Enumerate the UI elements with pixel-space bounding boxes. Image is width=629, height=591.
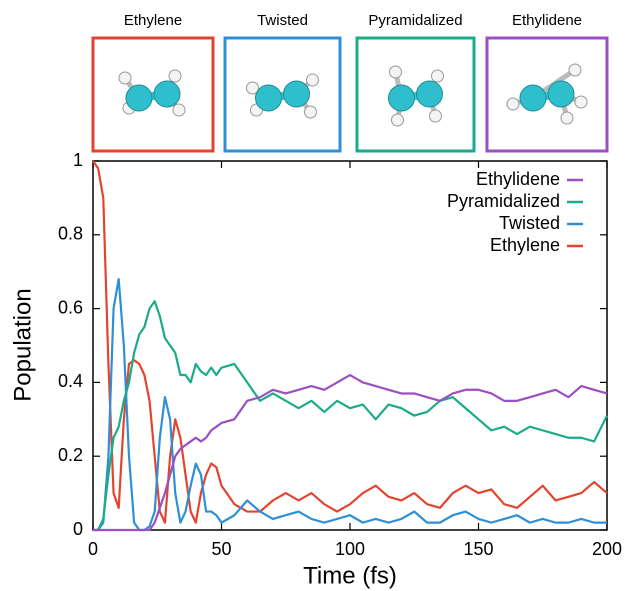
molecule: [506, 63, 588, 125]
legend-label: Pyramidalized: [447, 191, 560, 211]
y-tick-label: 0.8: [58, 224, 83, 244]
x-tick-label: 50: [211, 539, 231, 559]
data-line: [93, 277, 607, 532]
x-tick-label: 200: [592, 539, 622, 559]
y-tick-label: 0.6: [58, 297, 83, 317]
carbon: [388, 84, 415, 112]
molecule: [118, 69, 186, 117]
panel-box: [223, 36, 342, 153]
carbon: [153, 80, 181, 108]
hydrogen: [431, 69, 444, 83]
panel-label: Pyramidalized: [368, 12, 462, 29]
y-tick-label: 1: [73, 150, 83, 170]
panel-box: [91, 36, 215, 153]
panel-box: [355, 36, 476, 153]
data-line: [93, 300, 608, 532]
hydrogen: [391, 113, 404, 127]
molecule: [246, 73, 319, 119]
carbon: [125, 84, 153, 112]
panel-label: Twisted: [257, 12, 308, 29]
carbon: [519, 84, 547, 112]
hydrogen: [172, 103, 186, 117]
hydrogen: [306, 73, 319, 87]
carbon: [416, 80, 443, 108]
hydrogen: [304, 105, 317, 119]
carbon: [547, 80, 575, 108]
y-tick-label: 0.2: [58, 445, 83, 465]
panel-label: Ethylene: [124, 12, 182, 29]
y-tick-label: 0.4: [58, 371, 83, 391]
legend-label: Ethylidene: [476, 169, 560, 189]
y-tick-label: 0: [73, 519, 83, 539]
y-axis-label: Population: [9, 288, 36, 401]
carbon: [255, 84, 282, 112]
molecule: [388, 65, 444, 127]
x-tick-label: 0: [88, 539, 98, 559]
x-tick-label: 100: [335, 539, 365, 559]
hydrogen: [568, 63, 582, 77]
hydrogen: [429, 109, 442, 123]
panel-label: Ethylidene: [512, 12, 582, 29]
carbon: [283, 80, 310, 108]
hydrogen: [168, 69, 182, 83]
data-line: [92, 160, 608, 524]
legend-label: Ethylene: [490, 235, 560, 255]
hydrogen: [506, 97, 520, 111]
hydrogen: [246, 81, 259, 95]
hydrogen: [389, 65, 402, 79]
panel-box: [485, 36, 609, 153]
legend-label: Twisted: [499, 213, 560, 233]
data-line: [93, 373, 608, 532]
hydrogen: [118, 71, 132, 85]
x-axis-label: Time (fs): [303, 562, 397, 589]
hydrogen: [560, 111, 574, 125]
hydrogen: [574, 95, 588, 109]
x-tick-label: 150: [463, 539, 493, 559]
